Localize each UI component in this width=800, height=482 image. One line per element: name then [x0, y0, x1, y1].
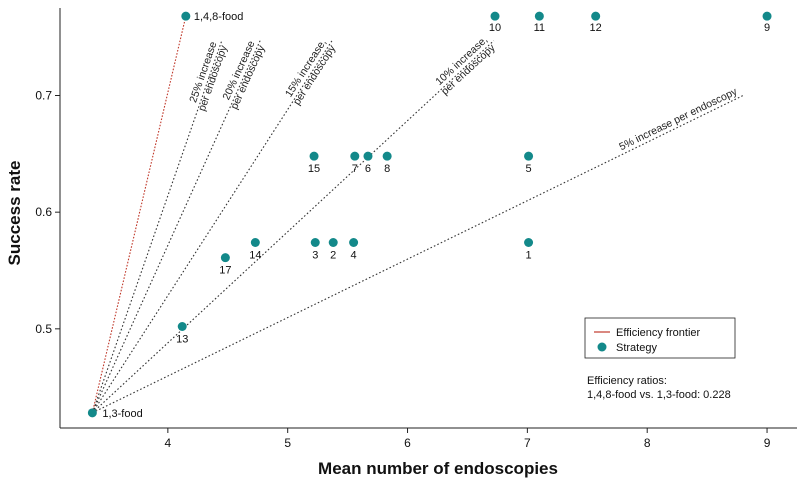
- point-labels: 1,3-food 1,4,8-food 13 17 14 3 2 4 1 15 7 6 8 5 10 11 12…: [102, 11, 770, 420]
- point-label: 17: [219, 265, 231, 277]
- x-tick-label: 6: [404, 436, 411, 450]
- legend-box: [584, 317, 736, 359]
- y-tick-label: 0.5: [35, 322, 52, 336]
- data-point: [87, 408, 97, 418]
- data-point: [382, 151, 392, 161]
- point-label: 1,3-food: [102, 408, 142, 420]
- point-label: 10: [489, 22, 501, 34]
- data-point: [524, 151, 534, 161]
- reference-line: [91, 40, 223, 414]
- point-label: 8: [384, 163, 390, 175]
- efficiency-note-title: Efficiency ratios:: [587, 375, 667, 387]
- point-label: 9: [764, 22, 770, 34]
- efficiency-frontier-line: [91, 16, 187, 413]
- efficiency-frontier: [91, 16, 187, 413]
- data-point: [591, 11, 601, 21]
- reference-line: [91, 40, 333, 414]
- point-label: 12: [590, 22, 602, 34]
- point-label: 11: [534, 22, 545, 34]
- data-point: [220, 253, 230, 263]
- x-tick-label: 7: [524, 436, 531, 450]
- point-label: 7: [352, 163, 358, 175]
- data-point: [490, 11, 500, 21]
- point-label: 1,4,8-food: [194, 11, 244, 23]
- legend-strategy-swatch: [597, 342, 607, 352]
- data-point: [309, 151, 319, 161]
- reference-line: [92, 95, 744, 414]
- reference-line: [91, 40, 495, 414]
- x-tick-label: 4: [165, 436, 172, 450]
- data-point: [177, 322, 187, 331]
- x-tick-label: 8: [644, 436, 651, 450]
- data-point: [524, 238, 534, 247]
- point-label: 3: [312, 250, 318, 262]
- y-axis-title: Success rate: [5, 161, 24, 266]
- x-axis-title: Mean number of endoscopies: [318, 459, 558, 478]
- data-points: [87, 11, 772, 418]
- data-point: [363, 151, 373, 161]
- axes: 4 5 6 7 8 90.50.60.7: [35, 8, 797, 450]
- y-tick-label: 0.7: [35, 89, 52, 103]
- data-point: [534, 11, 544, 21]
- data-point: [328, 238, 338, 247]
- point-label: 6: [365, 163, 371, 175]
- x-tick-label: 5: [284, 436, 291, 450]
- data-point: [350, 151, 360, 161]
- data-point: [250, 238, 260, 247]
- data-point: [762, 11, 772, 21]
- point-label: 5: [526, 163, 532, 175]
- y-tick-label: 0.6: [35, 205, 52, 219]
- point-label: 4: [351, 250, 357, 262]
- data-point: [349, 238, 359, 247]
- x-tick-label: 9: [764, 436, 771, 450]
- data-point: [310, 238, 320, 247]
- legend-strategy-label: Strategy: [616, 342, 657, 354]
- point-label: 14: [249, 250, 261, 262]
- point-label: 15: [308, 163, 320, 175]
- legend: Efficiency frontier Strategy: [584, 317, 736, 359]
- data-point: [181, 11, 191, 21]
- efficiency-note-text: 1,4,8-food vs. 1,3-food: 0.228: [587, 389, 731, 401]
- reference-line-label: 5% increase per endoscopy: [617, 85, 739, 153]
- legend-frontier-label: Efficiency frontier: [616, 327, 701, 339]
- point-label: 13: [176, 334, 188, 346]
- point-label: 2: [330, 250, 336, 262]
- point-label: 1: [526, 250, 532, 262]
